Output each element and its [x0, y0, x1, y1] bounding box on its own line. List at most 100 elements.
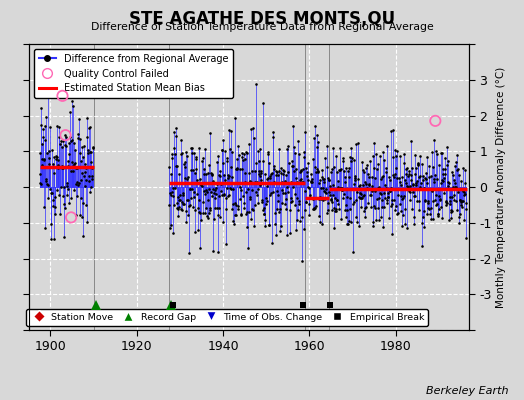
Point: [325, 188, 333, 195]
Point: [251, 168, 259, 174]
Point: [452, 158, 461, 165]
Point: [82, 165, 90, 171]
Point: [234, 205, 242, 212]
Point: [173, 204, 181, 211]
Point: [188, 150, 196, 156]
Point: [227, 206, 236, 212]
Point: [238, 150, 247, 156]
Point: [45, 148, 53, 155]
Point: [77, 176, 85, 183]
Point: [458, 198, 467, 204]
Point: [222, 194, 231, 201]
Point: [219, 137, 227, 144]
Point: [42, 178, 51, 184]
Point: [418, 173, 427, 180]
Point: [346, 154, 354, 160]
Point: [221, 148, 230, 154]
Point: [366, 186, 374, 192]
Point: [228, 148, 236, 155]
Point: [406, 188, 414, 195]
Point: [393, 211, 401, 218]
Point: [88, 176, 96, 182]
Point: [202, 187, 210, 193]
Point: [353, 185, 362, 192]
Point: [310, 135, 318, 141]
Point: [462, 200, 471, 207]
Point: [188, 145, 196, 152]
Point: [377, 204, 386, 211]
Point: [408, 206, 417, 213]
Point: [319, 197, 328, 204]
Point: [435, 206, 444, 212]
Point: [56, 141, 64, 148]
Point: [447, 215, 455, 222]
Point: [167, 222, 175, 229]
Point: [288, 158, 297, 164]
Point: [41, 176, 50, 182]
Point: [271, 221, 279, 227]
Point: [258, 100, 267, 107]
Point: [381, 182, 389, 188]
Point: [294, 207, 302, 214]
Point: [61, 205, 69, 211]
Point: [86, 149, 95, 155]
Point: [279, 190, 287, 197]
Point: [347, 186, 356, 193]
Point: [232, 166, 240, 172]
Point: [369, 165, 378, 172]
Point: [439, 171, 447, 178]
Point: [315, 180, 323, 186]
Point: [332, 206, 341, 212]
Point: [442, 162, 451, 168]
Point: [236, 196, 244, 202]
Point: [353, 219, 362, 225]
Point: [348, 155, 356, 162]
Point: [176, 196, 184, 203]
Point: [307, 179, 315, 185]
Point: [454, 188, 462, 195]
Point: [40, 156, 48, 162]
Point: [213, 159, 222, 166]
Point: [448, 169, 456, 175]
Point: [442, 202, 451, 209]
Point: [392, 202, 400, 209]
Point: [215, 193, 224, 200]
Point: [37, 181, 45, 188]
Point: [42, 114, 50, 120]
Point: [180, 175, 189, 182]
Point: [354, 194, 363, 200]
Point: [56, 211, 64, 218]
Point: [290, 150, 299, 156]
Point: [227, 186, 235, 192]
Point: [435, 162, 443, 168]
Point: [365, 181, 374, 188]
Point: [356, 194, 365, 201]
Point: [453, 167, 462, 174]
Point: [230, 220, 238, 227]
Point: [171, 132, 180, 139]
Point: [208, 172, 216, 178]
Point: [36, 180, 45, 186]
Point: [390, 147, 399, 153]
Point: [270, 166, 279, 172]
Point: [279, 167, 288, 174]
Point: [359, 208, 368, 214]
Point: [356, 194, 365, 201]
Point: [309, 196, 318, 202]
Point: [277, 187, 286, 193]
Point: [201, 190, 209, 197]
Point: [214, 249, 222, 256]
Point: [365, 174, 373, 180]
Point: [255, 171, 263, 177]
Point: [427, 216, 435, 222]
Point: [435, 196, 444, 202]
Point: [361, 178, 369, 185]
Point: [285, 160, 293, 166]
Point: [339, 155, 347, 161]
Point: [68, 136, 76, 143]
Point: [79, 200, 88, 206]
Point: [251, 179, 259, 186]
Point: [82, 201, 91, 208]
Point: [267, 239, 276, 246]
Point: [281, 201, 289, 207]
